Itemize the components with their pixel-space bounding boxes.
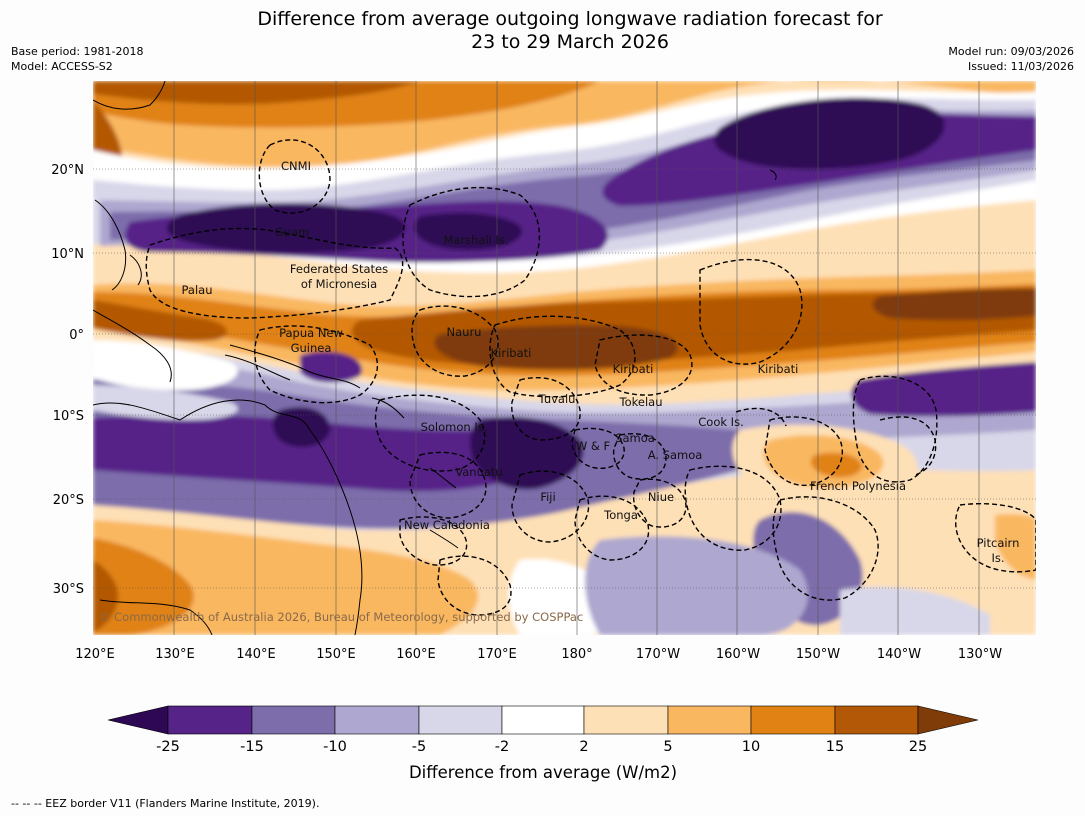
label-american-samoa: A. Samoa [648, 448, 703, 462]
lat-label: 20°S [53, 493, 84, 508]
label-marshall-is: Marshall Is. [443, 233, 508, 247]
label-cook-is: Cook Is. [698, 415, 743, 429]
label-pitcairn-2: Is. [991, 551, 1004, 565]
label-french-polynesia: French Polynesia [810, 479, 906, 493]
colorbar-tick: -2 [495, 739, 509, 755]
label-fiji: Fiji [540, 490, 555, 504]
title-line-1: Difference from average outgoing longwav… [257, 8, 883, 30]
lat-label: 30°S [53, 582, 84, 597]
colorbar-segment [167, 705, 253, 735]
colorbar-tick: -25 [156, 739, 180, 755]
label-tuvalu: Tuvalu [538, 392, 576, 406]
copyright-text: © Commonwealth of Australia 2026, Bureau… [99, 610, 583, 624]
colorbar-segment [750, 705, 836, 735]
coastlines [93, 81, 777, 635]
label-vanuatu: Vanuatu [455, 465, 502, 479]
colorbar-tick: 25 [909, 739, 927, 755]
eez-footnote: -- -- -- EEZ border V11 (Flanders Marine… [11, 797, 320, 810]
colorbar-tick: 5 [663, 739, 672, 755]
label-wallis-futuna: W & F [576, 439, 610, 453]
lon-label: 160°W [716, 647, 760, 662]
lat-label: 0° [69, 328, 84, 343]
label-fsm-1: Federated States [290, 262, 388, 276]
colorbar-label: Difference from average (W/m2) [409, 763, 677, 782]
colorbar-segment [667, 705, 752, 735]
meta-left: Base period: 1981-2018 Model: ACCESS-S2 [11, 44, 143, 74]
lon-label: 170°W [636, 647, 680, 662]
colorbar-segment [583, 705, 669, 735]
lat-label: 20°N [51, 163, 84, 178]
lon-label: 180° [561, 647, 592, 662]
label-kiribati-east: Kiribati [758, 362, 799, 376]
region-labels: CNMI Guam Marshall Is. Federated States … [182, 159, 1020, 565]
colorbar-extend-high [917, 705, 979, 735]
label-niue: Niue [648, 490, 674, 504]
colorbar-segment [418, 705, 503, 735]
label-samoa: Samoa [615, 431, 655, 445]
lat-label: 10°N [51, 247, 84, 262]
colorbar-tick: 10 [742, 739, 760, 755]
lon-label: 140°W [877, 647, 921, 662]
model-name: Model: ACCESS-S2 [11, 60, 113, 73]
colorbar-segment [251, 705, 336, 735]
label-png-2: Guinea [291, 341, 332, 355]
colorbar [107, 705, 979, 735]
colorbar-extend-low [107, 705, 169, 735]
colorbar-tick: 15 [826, 739, 844, 755]
lon-label: 170°E [477, 647, 517, 662]
lon-label: 120°E [75, 647, 115, 662]
label-tokelau: Tokelau [619, 395, 663, 409]
graticule [93, 168, 1036, 589]
label-fsm-2: of Micronesia [301, 277, 377, 291]
label-pitcairn-1: Pitcairn [977, 536, 1020, 550]
colorbar-segment [834, 705, 919, 735]
model-run: Model run: 09/03/2026 [948, 45, 1074, 58]
title-line-2: 23 to 29 March 2026 [471, 31, 669, 53]
lon-label: 150°E [316, 647, 356, 662]
eez-borders [145, 139, 1036, 616]
issued-date: Issued: 11/03/2026 [967, 60, 1074, 73]
base-period: Base period: 1981-2018 [11, 45, 144, 58]
lon-label: 130°E [155, 647, 195, 662]
label-png-1: Papua New [279, 326, 343, 340]
label-cnmi: CNMI [281, 159, 311, 173]
lon-label: 160°E [396, 647, 436, 662]
lon-axis-labels: 120°E 130°E 140°E 150°E 160°E 170°E 180°… [75, 647, 1002, 662]
lon-label: 150°W [796, 647, 840, 662]
label-tonga: Tonga [603, 508, 638, 522]
label-new-caledonia: New Caledonia [404, 518, 490, 532]
lat-axis-labels: 20°N 10°N 0° 10°S 20°S 30°S [51, 163, 84, 597]
label-guam: Guam [275, 225, 309, 239]
colorbar-tick: 2 [579, 739, 588, 755]
label-solomon-is: Solomon Is. [421, 420, 488, 434]
chart-title: Difference from average outgoing longwav… [0, 8, 1085, 54]
colorbar-segment [334, 705, 420, 735]
colorbar-ticks: -25 -15 -10 -5 -2 2 5 10 15 25 [156, 739, 927, 755]
label-kiribati-central: Kiribati [613, 362, 654, 376]
colorbar-tick: -5 [412, 739, 426, 755]
label-palau: Palau [182, 283, 213, 297]
lat-label: 10°S [53, 409, 84, 424]
colorbar-tick: -10 [323, 739, 347, 755]
lon-label: 130°W [958, 647, 1002, 662]
colorbar-tick: -15 [240, 739, 264, 755]
label-nauru: Nauru [447, 325, 482, 339]
label-kiribati-west: Kiribati [491, 346, 532, 360]
meta-right: Model run: 09/03/2026 Issued: 11/03/2026 [948, 44, 1074, 74]
anomaly-field: CNMI Guam Marshall Is. Federated States … [93, 81, 1036, 635]
colorbar-segment [501, 705, 585, 735]
lon-label: 140°E [236, 647, 276, 662]
